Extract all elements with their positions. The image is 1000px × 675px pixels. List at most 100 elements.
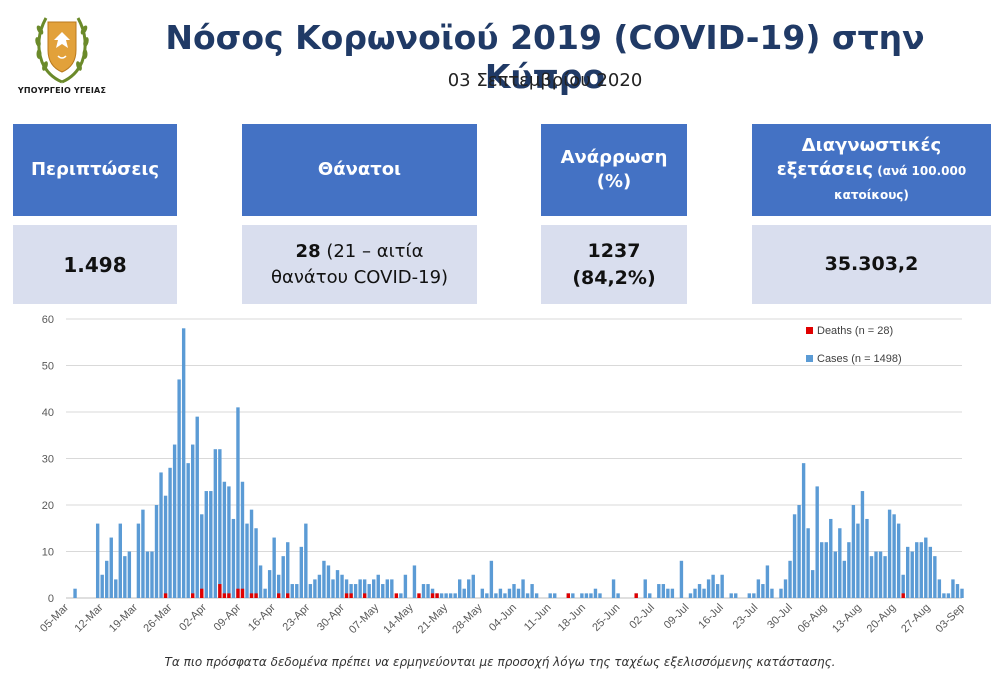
case-bar (715, 584, 720, 598)
case-bar (679, 560, 684, 598)
chart-legend: Deaths (n = 28) Cases (n = 1498) (806, 325, 902, 365)
case-bar (276, 574, 281, 598)
case-bar (711, 574, 715, 598)
death-bar (286, 593, 290, 598)
x-tick-label: 04-Jun (487, 602, 519, 634)
case-bar (426, 584, 430, 598)
case-bar (534, 593, 539, 598)
case-bar (172, 444, 177, 598)
case-bar (331, 579, 335, 598)
x-tick-label: 06-Aug (796, 602, 830, 636)
case-bar (304, 523, 308, 598)
case-bar (118, 523, 122, 598)
death-bar (240, 588, 245, 598)
case-bar (349, 584, 353, 598)
case-bar (498, 588, 503, 598)
death-bar (200, 588, 204, 598)
case-bar (448, 593, 453, 598)
kpi-cases-value-box: 1.498 (13, 225, 177, 304)
report-date: 03 Σεπτεμβρίου 2020 (447, 70, 643, 91)
case-bar (770, 588, 774, 598)
case-bar (810, 570, 815, 598)
case-bar (801, 463, 806, 598)
death-bar (227, 593, 231, 598)
case-bar (937, 579, 942, 598)
case-bar (697, 584, 702, 598)
case-bar (159, 472, 163, 598)
death-bar (566, 593, 570, 598)
kpi-tests-note: (ανά 100.000 κατοίκους) (834, 163, 967, 203)
x-tick-label: 11-Jun (522, 602, 554, 634)
death-bar (349, 593, 353, 598)
case-bar (100, 574, 104, 598)
case-bar (168, 467, 172, 598)
case-bar (385, 579, 389, 598)
case-bar (421, 584, 426, 598)
case-bar (200, 514, 204, 598)
case-bar (530, 584, 534, 598)
case-bar (910, 551, 914, 598)
case-bar (598, 593, 602, 598)
case-bar (788, 560, 792, 598)
y-tick-label: 50 (42, 361, 54, 373)
case-bar (942, 593, 946, 598)
case-bar (381, 584, 385, 598)
case-bar (924, 537, 928, 598)
case-bar (955, 584, 960, 598)
y-tick-label: 20 (42, 500, 54, 512)
x-tick-label: 30-Apr (315, 601, 347, 633)
case-bar (657, 584, 661, 598)
case-bar (249, 509, 254, 598)
case-bar (263, 588, 267, 598)
case-bar (299, 546, 304, 598)
kpi-cases-value: 1.498 (63, 252, 127, 277)
x-tick-label: 09-Apr (212, 601, 244, 633)
case-bar (485, 593, 489, 598)
kpi-cases-label: Περιπτώσεις (30, 158, 160, 180)
case-bar (231, 518, 236, 598)
case-bar (752, 593, 756, 598)
case-bar (516, 588, 521, 598)
case-bar (313, 579, 317, 598)
case-bar (761, 584, 765, 598)
case-bar (480, 588, 485, 598)
case-bar (553, 593, 557, 598)
case-bar (833, 551, 837, 598)
case-bar (829, 518, 833, 598)
x-tick-label: 23-Apr (281, 601, 313, 633)
case-bar (177, 379, 181, 598)
case-bar (462, 588, 466, 598)
case-bar (295, 584, 299, 598)
case-bar (290, 584, 294, 598)
case-bar (258, 565, 263, 598)
x-tick-label: 16-Jul (696, 602, 726, 632)
kpi-tests-header: Διαγνωστικές εξετάσεις (ανά 100.000 κατοί… (752, 124, 991, 216)
case-bar (571, 593, 575, 598)
case-bar (335, 570, 340, 598)
case-bar (439, 593, 444, 598)
death-bar (163, 593, 168, 598)
footer-note: Τα πιο πρόσφατα δεδομένα πρέπει να ερμην… (164, 655, 836, 669)
x-tick-label: 28-May (450, 601, 485, 636)
x-tick-label: 26-Mar (141, 601, 174, 634)
case-bar (507, 588, 512, 598)
kpi-cases-header: Περιπτώσεις (13, 124, 177, 216)
case-bar (471, 574, 475, 598)
case-bar (222, 481, 227, 598)
x-tick-label: 23-Jul (731, 602, 761, 632)
case-bar (670, 588, 675, 598)
case-bar (213, 449, 218, 598)
death-bar (634, 593, 638, 598)
x-tick-label: 12-Mar (72, 601, 105, 634)
x-tick-label: 09-Jul (662, 602, 692, 632)
death-bar (901, 593, 905, 598)
y-tick-label: 60 (42, 314, 54, 326)
case-bar (236, 407, 240, 598)
case-bar (838, 528, 842, 598)
case-bar (611, 579, 616, 598)
case-bar (593, 588, 598, 598)
death-bar (394, 593, 399, 598)
kpi-recovery-label: Ανάρρωση (560, 146, 668, 168)
x-tick-label: 20-Aug (865, 602, 899, 636)
case-bar (267, 570, 272, 598)
